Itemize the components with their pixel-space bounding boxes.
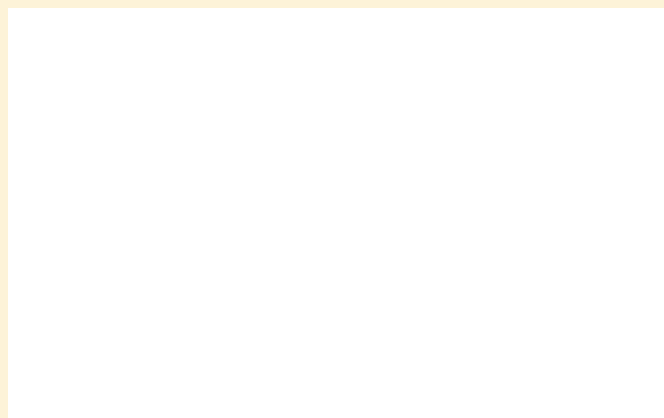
plot-area [8,8,664,418]
